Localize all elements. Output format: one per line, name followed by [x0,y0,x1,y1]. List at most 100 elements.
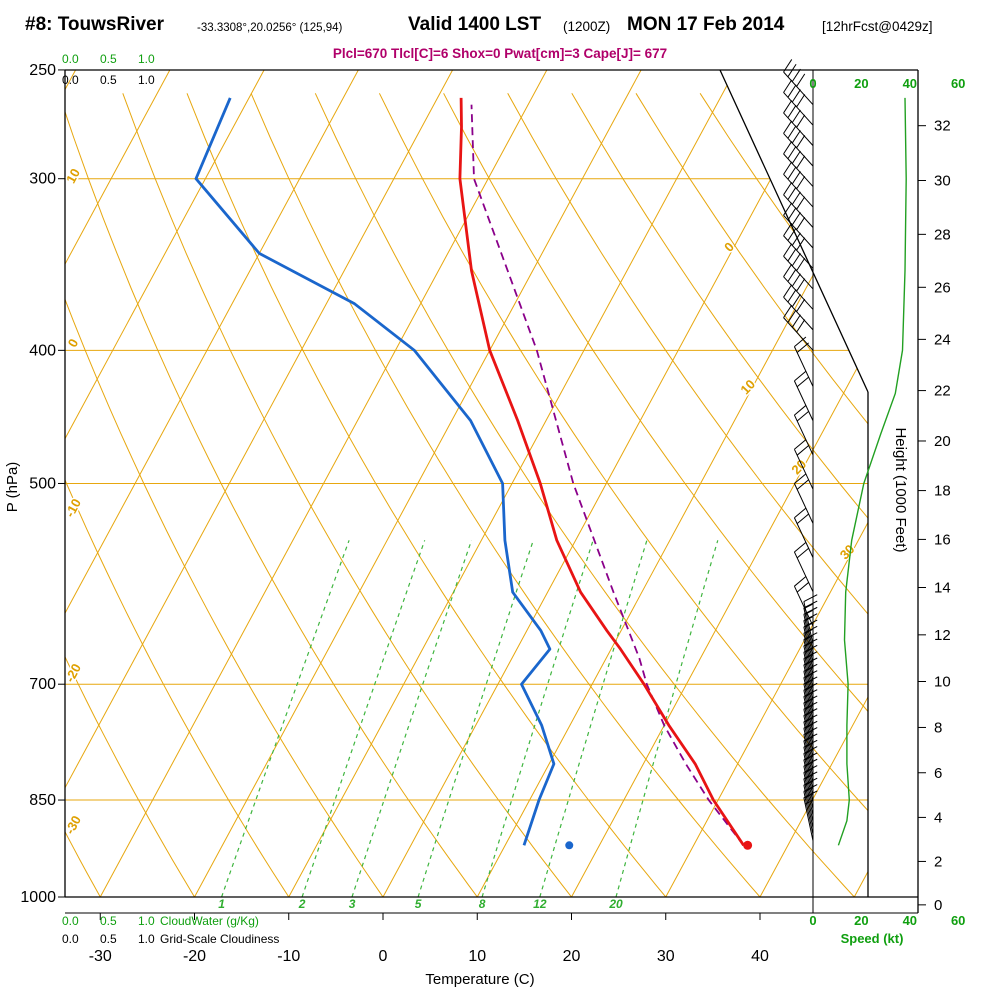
height-tick-label: 2 [934,853,942,870]
wind-barb-feather [803,777,818,786]
wind-barb-staff [803,658,814,702]
wind-barb-feather [791,150,801,164]
wind-barb-staff [803,626,814,670]
height-tick-label: 14 [934,579,951,596]
wind-barb-feather [803,644,818,653]
wind-barb-feather [803,765,818,773]
wind-barb-feather [803,695,818,704]
dry-adiabat-line [122,93,572,897]
wind-barb-half-feather [804,667,813,672]
wind-barb-staff [783,71,814,106]
wind-barb-staff [783,153,814,187]
height-tick-label: 28 [934,226,951,243]
wind-barb-feather [796,114,806,128]
pressure-tick-label: 700 [29,676,56,693]
wind-barb-feather [803,784,818,792]
wind-barb-feather [803,746,818,754]
speed-tick-label-top: 20 [854,76,868,91]
wind-barb-staff [803,765,814,810]
wind-barb-staff [803,683,814,727]
wind-barb-staff [803,746,814,791]
height-tick-label: 6 [934,765,942,782]
mixing-ratio-line [221,540,350,897]
temperature-tick-label: 20 [563,948,581,965]
cloudiness-scale-bottom: 0.0 [62,932,79,946]
height-tick-label: 16 [934,531,951,548]
wind-barb-staff [803,664,814,708]
wind-barb-feather [796,445,809,456]
wind-barb-feather [783,263,793,277]
mixing-ratio-line [481,540,594,897]
wind-barb-feather [794,405,807,416]
dry-adiabat-line [378,93,868,897]
height-tick-label: 18 [934,483,951,500]
speed-tick-label-top: 40 [903,76,917,91]
wind-barb-feather [796,216,806,231]
wind-barb-feather [803,619,818,628]
wind-barb-staff [793,414,814,456]
wind-barb-feather [783,79,793,93]
dry-adiabat-line [635,93,868,897]
station-title: #8: TouwsRiver [25,14,165,35]
wind-barb-feather [794,336,807,348]
wind-barb-feather [791,68,801,82]
isotherm-line [65,70,171,897]
wind-barb-feather [796,278,806,292]
wind-barb-staff [803,797,814,841]
wind-barb-staff [783,133,814,167]
pressure-tick-label: 850 [29,792,56,809]
wind-barb-staff [803,645,814,689]
wind-barb-staff [793,346,814,387]
wind-barb-feather [787,227,797,241]
height-tick-label: 4 [934,809,942,826]
speed-tick-label-top: 0 [809,76,816,91]
wind-barb-half-feather [804,787,813,792]
wind-barb-feather [783,222,793,237]
wind-barb-staff [803,772,814,816]
wind-barb-staff [783,317,814,351]
wind-barb-feather [791,191,801,205]
wind-barb-feather [803,600,818,609]
wind-barb-feather [791,212,801,226]
wind-barb-feather [783,243,793,257]
wind-barb-feather [803,676,818,685]
wind-barb-feather [794,439,807,450]
isotherm-line [853,70,868,897]
pressure-tick-label: 300 [29,171,56,188]
dry-adiabat-line [314,93,855,897]
wind-barb-feather [803,670,818,678]
cloudwater-axis-label: CloudWater (g/Kg) [160,914,259,928]
pressure-tick-label: 400 [29,342,56,359]
wind-barb-feather [796,582,809,593]
wind-barb-feather [796,298,806,312]
wind-barb-half-feather [804,616,813,621]
wind-barb-feather [787,289,797,303]
wind-barb-staff [803,727,814,772]
wind-barb-staff [803,677,814,721]
wind-barb-feather [803,638,818,647]
wind-barb-feather [803,790,818,799]
wind-barb-feather [796,196,806,210]
wind-barb-feather [803,708,818,716]
cloudiness-scale-top: 1.0 [138,73,155,87]
wind-barb-feather [796,94,806,108]
mixing-ratio-line [301,540,426,897]
speed-tick-label-bottom: 40 [903,913,917,928]
dry-adiabat-line [65,93,384,897]
wind-barb-feather [791,273,801,287]
wind-barb-half-feather [804,705,813,710]
wind-barb-feather [787,84,797,98]
valid-date: MON 17 Feb 2014 [627,14,785,35]
wind-barb-feather [791,130,801,144]
wind-barb-feather [803,752,818,761]
wind-barb-feather [783,141,793,155]
pressure-tick-label: 500 [29,475,56,492]
wind-barb-staff [803,652,814,696]
wind-barb-staff [803,696,814,740]
wind-barb-staff [803,715,814,759]
wind-barb-feather [791,253,801,267]
wind-barb-feather [796,547,809,559]
temperature-tick-label: 0 [379,948,388,965]
